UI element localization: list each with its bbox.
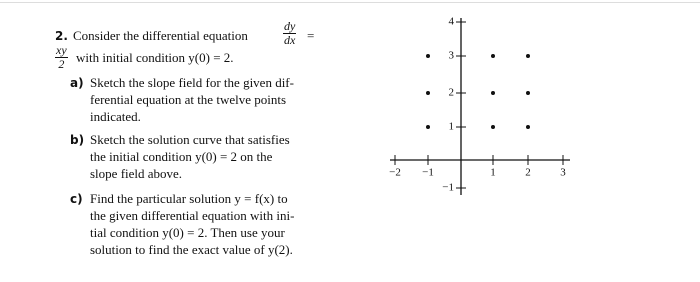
y-tick-label: 4 <box>449 16 455 28</box>
part-text: Find the particular solution y = f(x) to <box>90 191 288 206</box>
x-tick-label: 3 <box>560 167 566 179</box>
part-text: ferential equation at the twelve points <box>90 92 287 107</box>
point <box>426 54 430 58</box>
y-tick-label: 3 <box>449 50 455 62</box>
part-text: the initial condition y(0) = 2 on the <box>90 149 273 164</box>
point <box>526 125 530 129</box>
fraction: xy 2 <box>55 44 68 71</box>
x-tick-label: 2 <box>525 167 531 179</box>
y-tick-label: 2 <box>449 87 455 99</box>
part-label: a) <box>70 76 84 90</box>
problem-number: 2. <box>55 29 68 43</box>
part-text: indicated. <box>90 109 141 124</box>
equals: = <box>307 28 315 43</box>
point <box>426 91 430 95</box>
numerator: dy <box>283 19 297 34</box>
part-label: b) <box>70 133 85 147</box>
part-text: Sketch the slope field for the given dif… <box>90 75 294 90</box>
y-tick-label: 1 <box>449 121 455 133</box>
part-text: slope field above. <box>90 166 183 181</box>
top-rule <box>0 2 700 3</box>
problem-intro: Consider the differential equation <box>73 28 248 43</box>
numerator: xy <box>55 43 68 58</box>
point <box>491 54 495 58</box>
x-tick-label: −2 <box>389 167 401 179</box>
point <box>491 91 495 95</box>
point <box>526 91 530 95</box>
points <box>426 54 530 129</box>
part-text: tial condition y(0) = 2. Then use your <box>90 225 285 240</box>
fraction: dy dx <box>283 19 297 47</box>
part-text: the given differential equation with ini… <box>90 208 295 223</box>
problem-condition: with initial condition y(0) = 2. <box>76 50 234 65</box>
part-label: c) <box>70 192 83 206</box>
y-tick-label: −1 <box>442 182 454 194</box>
point <box>526 54 530 58</box>
point <box>491 125 495 129</box>
point <box>426 125 430 129</box>
ticks: −2 −1 1 2 3 4 3 2 1 −1 <box>389 16 566 194</box>
denominator: dx <box>284 33 296 47</box>
part-text: solution to find the exact value of y(2)… <box>90 242 293 257</box>
x-tick-label: −1 <box>422 167 434 179</box>
x-tick-label: 1 <box>490 167 496 179</box>
part-text: Sketch the solution curve that satisfies <box>90 132 290 147</box>
denominator: 2 <box>58 57 65 71</box>
slope-field-graph: −2 −1 1 2 3 4 3 2 1 −1 <box>389 16 570 195</box>
